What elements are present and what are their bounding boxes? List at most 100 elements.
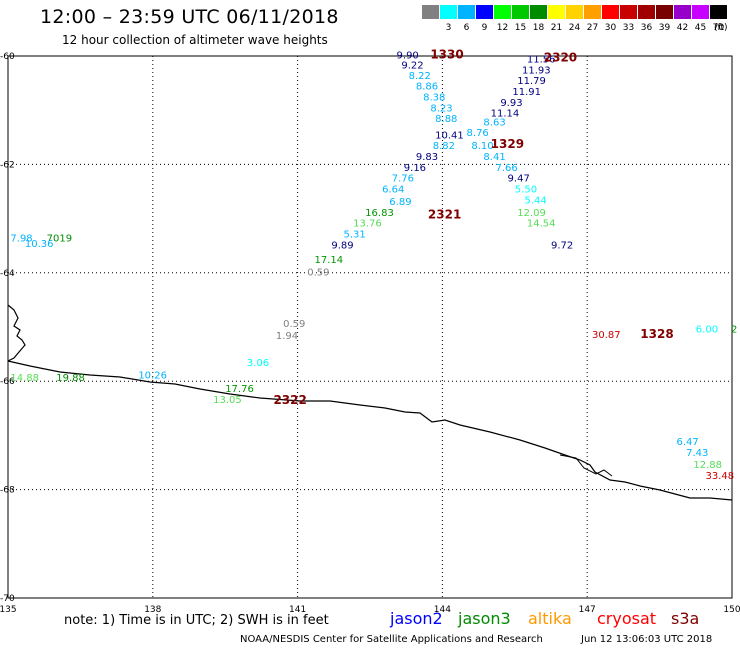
- legend-label: 9: [481, 23, 488, 33]
- wave-height-value: 9.83: [416, 152, 438, 163]
- legend-label: 36: [640, 23, 653, 33]
- wave-height-value: 2: [731, 324, 737, 335]
- wave-height-value: 5.44: [524, 195, 546, 206]
- wave-height-value: 6.64: [382, 185, 404, 196]
- wave-height-value: 9.22: [401, 60, 423, 71]
- wave-height-value: 6.00: [696, 324, 718, 335]
- legend-label: 15: [514, 23, 527, 33]
- wave-height-value: 12.09: [517, 208, 546, 219]
- satellite-altika: altika: [528, 609, 572, 628]
- legend-label: 21: [550, 23, 563, 33]
- lon-tick-label: 135: [0, 605, 17, 615]
- legend-label: 3: [445, 23, 452, 33]
- map-frame: [7, 55, 733, 599]
- wave-height-value: 1.94: [276, 331, 298, 342]
- legend-label: 24: [568, 23, 581, 33]
- satellite-s3a: s3a: [671, 609, 700, 628]
- wave-height-value: 3.06: [247, 358, 269, 369]
- wave-height-value: 9.16: [404, 163, 426, 174]
- lon-tick-label: 141: [289, 605, 306, 615]
- lon-tick-label: 147: [579, 605, 596, 615]
- legend-swatch: [638, 5, 655, 19]
- wave-height-value: 14.88: [10, 373, 39, 384]
- legend-label: 12: [496, 23, 509, 33]
- wave-height-value: 9.93: [500, 98, 522, 109]
- pass-number-label: 1330: [430, 48, 463, 62]
- legend-swatch: [584, 5, 601, 19]
- wave-height-value: 8.76: [467, 128, 489, 139]
- pass-number-label: 1329: [491, 137, 524, 151]
- wave-height-value: 9.90: [397, 51, 419, 62]
- wave-height-value: 7.43: [686, 448, 708, 459]
- lat-tick-label: -70: [0, 594, 15, 604]
- wave-height-value: 11.14: [491, 109, 520, 120]
- wave-height-value: 8.38: [423, 92, 445, 103]
- lat-tick-label: -66: [0, 377, 15, 387]
- wave-height-value: 11.93: [522, 65, 551, 76]
- legend-swatch: [458, 5, 475, 19]
- wave-height-value: 16.83: [365, 208, 394, 219]
- wave-height-value: 13.05: [213, 395, 242, 406]
- pass-number-label: 2321: [428, 208, 461, 222]
- legend-label: 45: [694, 23, 707, 33]
- legend-swatch: [494, 5, 511, 19]
- wave-height-value: 11.56: [527, 55, 556, 66]
- wave-height-value: 10.26: [138, 370, 167, 381]
- legend-swatch: [710, 5, 727, 19]
- pass-number-label: 2320: [544, 50, 577, 64]
- wave-height-value: 5.31: [343, 230, 365, 241]
- lon-tick-label: 138: [144, 605, 161, 615]
- wave-height-value: 9.47: [508, 174, 530, 185]
- wave-height-value: 17.76: [225, 384, 254, 395]
- legend-label: 70: [712, 23, 725, 33]
- wave-height-value: 8.41: [483, 152, 505, 163]
- wave-height-value: 9.89: [331, 240, 353, 251]
- wave-height-value: 17.14: [314, 255, 343, 266]
- legend-label: 33: [622, 23, 635, 33]
- wave-height-value: 8.10: [471, 141, 493, 152]
- wave-height-value: 8.88: [435, 114, 457, 125]
- legend-swatch: [602, 5, 619, 19]
- lat-tick-label: -64: [0, 269, 15, 279]
- footer-note: note: 1) Time is in UTC; 2) SWH is in fe…: [64, 613, 329, 628]
- wave-height-value: 30.87: [592, 330, 621, 341]
- pass-number-label: 2322: [273, 393, 306, 407]
- wave-height-value: 9.72: [551, 240, 573, 251]
- wave-height-value: 8.63: [483, 117, 505, 128]
- satellite-jason2: jason2: [390, 609, 443, 628]
- legend-swatch: [476, 5, 493, 19]
- lon-tick-label: 150: [723, 605, 740, 615]
- legend-swatch: [674, 5, 691, 19]
- legend-swatch: [548, 5, 565, 19]
- lat-tick-label: -60: [0, 52, 15, 62]
- credit-text: NOAA/NESDIS Center for Satellite Applica…: [240, 634, 543, 645]
- generated-timestamp: Jun 12 13:06:03 UTC 2018: [581, 634, 713, 645]
- map-subtitle: 12 hour collection of altimeter wave hei…: [62, 33, 328, 47]
- wave-height-value: 7.98: [10, 233, 32, 244]
- wave-height-value: 6.89: [389, 197, 411, 208]
- legend-swatch: [530, 5, 547, 19]
- legend-label: 39: [658, 23, 671, 33]
- lat-tick-label: -62: [0, 160, 15, 170]
- wave-height-value: 8.82: [433, 141, 455, 152]
- legend-label: 27: [586, 23, 599, 33]
- legend-swatch: [620, 5, 637, 19]
- wave-height-value: 11.91: [512, 87, 541, 98]
- wave-height-value: 33.48: [705, 471, 734, 482]
- legend-swatch: [422, 5, 439, 19]
- wave-height-value: 7.76: [392, 174, 414, 185]
- wave-height-value: 13.76: [353, 219, 382, 230]
- satellite-cryosat: cryosat: [597, 609, 657, 628]
- legend-swatch: [512, 5, 529, 19]
- legend-label: 42: [676, 23, 689, 33]
- legend-swatch: [440, 5, 457, 19]
- wave-height-value: 10.41: [435, 130, 464, 141]
- wave-height-value: 0.59: [283, 319, 305, 330]
- map-title: 12:00 – 23:59 UTC 06/11/2018: [40, 6, 339, 28]
- wave-height-value: 14.54: [527, 219, 556, 230]
- wave-height-value: 8.23: [430, 103, 452, 114]
- legend-label: 30: [604, 23, 617, 33]
- lat-tick-label: -68: [0, 486, 15, 496]
